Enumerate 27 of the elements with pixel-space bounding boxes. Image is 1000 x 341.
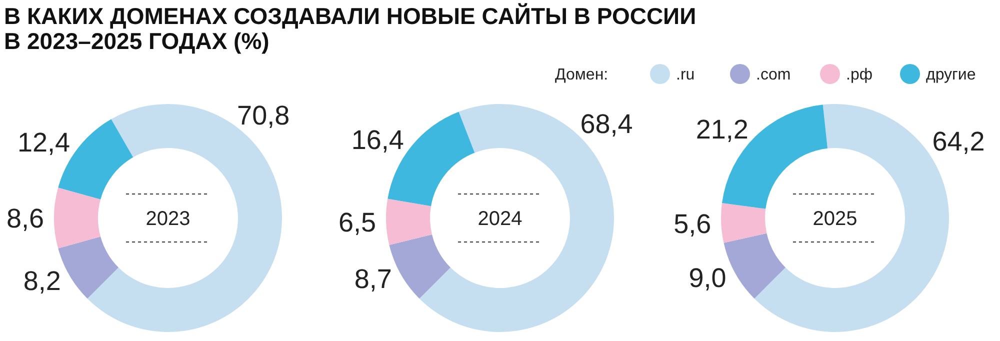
data-label: 6,5 (338, 208, 376, 238)
data-label: 16,4 (351, 125, 404, 156)
donut-slice (386, 198, 432, 245)
donut-slice (389, 234, 451, 299)
legend-title: Домен: (555, 66, 608, 84)
text: В КАКИХ ДОМЕНАХ СОЗДАВАЛИ НОВЫЕ САЙТЫ В РОССИИ В 2023–2025 ГОДАХ (%) (4, 3, 696, 54)
legend-label: .ru (676, 66, 695, 84)
data-label: 12,4 (17, 127, 70, 158)
data-label: 70,8 (237, 100, 290, 130)
data-label: 68,4 (580, 108, 633, 139)
legend-label: .com (756, 66, 791, 84)
data-label: 8,7 (354, 264, 392, 294)
data-label: 9,0 (688, 263, 726, 294)
donut-slice (58, 236, 119, 299)
data-label: 21,2 (696, 114, 748, 145)
donut-slice (724, 233, 786, 299)
data-label: 8,6 (6, 203, 44, 234)
legend-label: другие (926, 66, 976, 84)
text: 2023 (146, 208, 190, 230)
text: 2025 (812, 208, 858, 230)
text: 2024 (478, 208, 522, 230)
donut-slice (54, 188, 101, 248)
data-label: 64,2 (932, 126, 985, 157)
data-label: 5,6 (674, 208, 712, 239)
legend-label: .рф (846, 66, 873, 84)
data-label: 8,2 (23, 266, 61, 296)
donut-slice (721, 203, 767, 243)
